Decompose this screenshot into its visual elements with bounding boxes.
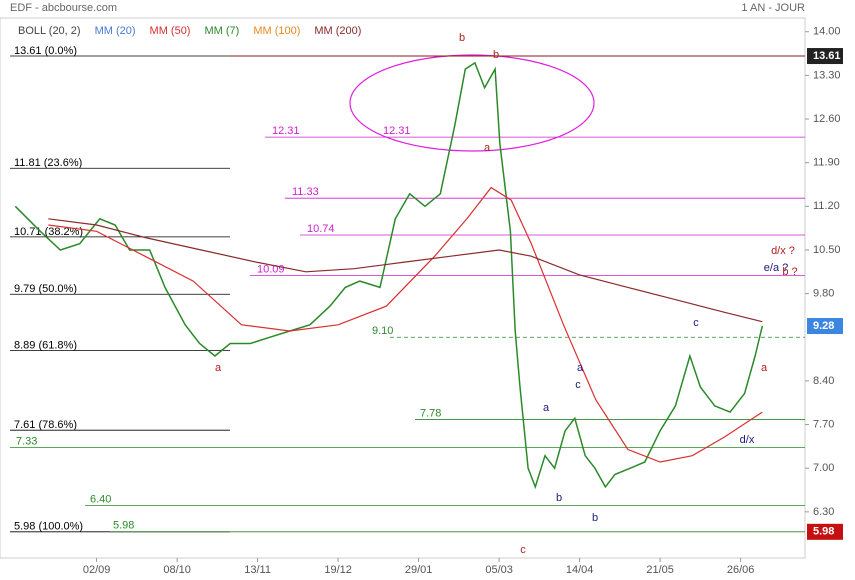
level-label: 9.79 (50.0%) xyxy=(14,283,77,295)
y-tick-label: 11.20 xyxy=(813,200,840,212)
wave-label: e/a ? xyxy=(764,262,788,274)
level-label: 8.89 (61.8%) xyxy=(14,339,77,351)
level-label: 11.33 xyxy=(292,186,319,198)
highlight-ellipse xyxy=(349,54,595,152)
y-tick-label: 12.60 xyxy=(813,113,841,125)
price-tag xyxy=(807,318,843,335)
level-label: 10.74 xyxy=(307,223,335,235)
wave-label: b xyxy=(459,32,465,44)
wave-label: a xyxy=(484,142,491,154)
series-line xyxy=(14,61,764,490)
x-tick-label: 29/01 xyxy=(405,564,433,576)
x-tick-label: 14/04 xyxy=(566,564,594,576)
level-label: 7.61 (78.6%) xyxy=(14,419,77,431)
wave-label: a xyxy=(543,402,550,414)
wave-label: b xyxy=(556,492,562,504)
price-tag xyxy=(807,523,843,540)
x-tick-label: 05/03 xyxy=(485,564,513,576)
wave-label: b ? xyxy=(782,266,797,278)
wave-label: b xyxy=(493,49,499,61)
level-label: 13.61 (0.0%) xyxy=(14,45,77,57)
level-label: 6.40 xyxy=(90,494,111,506)
y-tick-label: 8.40 xyxy=(813,375,834,387)
legend-entry: MM (7) xyxy=(204,25,239,37)
legend-entry: MM (50) xyxy=(150,25,191,37)
level-label: 10.71 (38.2%) xyxy=(14,226,83,238)
y-tick-label: 7.00 xyxy=(813,462,834,474)
wave-label: c xyxy=(520,544,526,556)
y-tick-label: 11.90 xyxy=(813,157,840,169)
wave-label: a xyxy=(215,362,222,374)
y-tick-label: 13.30 xyxy=(813,69,841,81)
wave-label: b xyxy=(592,512,598,524)
legend-entry: MM (20) xyxy=(95,25,136,37)
plot-area xyxy=(0,17,806,559)
level-label: 5.98 (100.0%) xyxy=(14,521,83,533)
price-tag-label: 9.28 xyxy=(813,320,834,332)
series-line xyxy=(48,186,763,463)
x-tick-label: 19/12 xyxy=(324,564,352,576)
level-label: 7.33 xyxy=(16,436,37,448)
wave-label: c xyxy=(693,317,699,329)
x-tick-label: 26/06 xyxy=(727,564,755,576)
level-label: 5.98 xyxy=(113,520,134,532)
x-tick-label: 21/05 xyxy=(646,564,674,576)
level-label: 12.31 xyxy=(272,125,300,137)
level-label: 12.31 xyxy=(383,125,411,137)
y-tick-label: 6.30 xyxy=(813,506,834,518)
price-tag-label: 5.98 xyxy=(813,526,834,538)
series-line xyxy=(48,218,763,323)
x-tick-label: 13/11 xyxy=(244,564,271,576)
x-tick-label: 02/09 xyxy=(83,564,111,576)
wave-label: c xyxy=(575,379,581,391)
wave-label: a xyxy=(577,362,584,374)
wave-label: d/x ? xyxy=(771,245,795,257)
legend-entry: BOLL (20, 2) xyxy=(18,25,81,37)
price-tag xyxy=(807,48,843,65)
x-tick-label: 08/10 xyxy=(163,564,191,576)
y-tick-label: 14.00 xyxy=(813,26,841,38)
y-tick-label: 9.80 xyxy=(813,288,834,300)
chart-subtitle: 1 AN - JOUR xyxy=(741,2,805,14)
legend-entry: MM (200) xyxy=(314,25,361,37)
y-tick-label: 10.50 xyxy=(813,244,841,256)
chart-title: EDF - abcbourse.com xyxy=(10,2,117,14)
level-label: 9.10 xyxy=(372,325,393,337)
level-label: 11.81 (23.6%) xyxy=(14,157,82,169)
y-tick-label: 7.70 xyxy=(813,418,834,430)
wave-label: a xyxy=(761,362,768,374)
legend-entry: MM (100) xyxy=(253,25,300,37)
level-label: 7.78 xyxy=(420,407,441,419)
wave-label: d/x xyxy=(740,434,755,446)
price-tag-label: 13.61 xyxy=(813,50,841,62)
